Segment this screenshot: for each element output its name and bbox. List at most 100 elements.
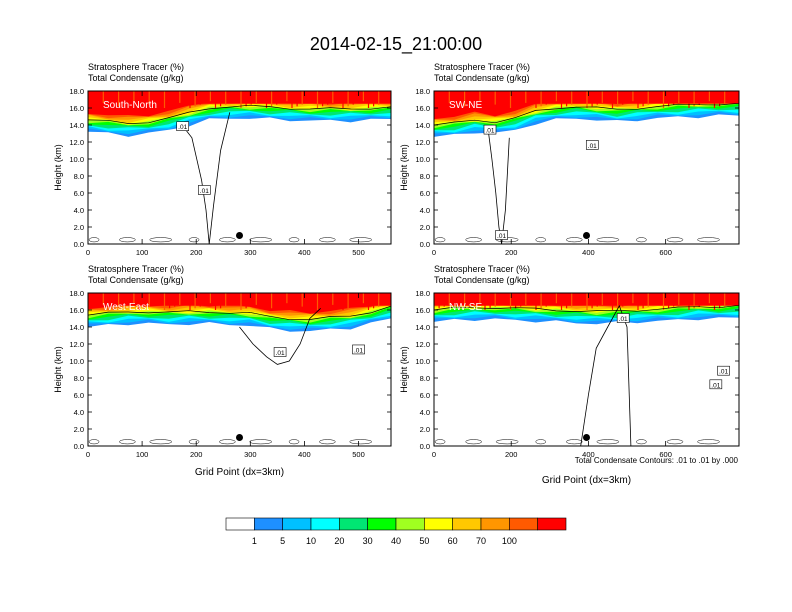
plot-area [88, 91, 391, 244]
tropopause-contour [434, 304, 739, 312]
low-contour [535, 237, 546, 243]
contour-label-box [352, 344, 365, 355]
contour-label: .01 [485, 128, 494, 135]
panel-name: SW-NE [449, 100, 482, 111]
plot-frame [433, 90, 740, 245]
colorbar-label: 50 [419, 536, 429, 546]
location-marker [583, 232, 590, 239]
colorbar-label: 30 [363, 536, 373, 546]
colorbar-swatch [367, 517, 397, 531]
colorbar-swatch [452, 517, 482, 531]
panel-south-north: Stratosphere Tracer (%)Total Condensate … [53, 62, 392, 257]
y-tick-label: 14.0 [69, 121, 84, 130]
x-tick-label: 400 [582, 248, 595, 257]
y-tick-label: 18.0 [69, 289, 84, 298]
x-axis-label: Grid Point (dx=3km) [542, 475, 631, 486]
colorbar-swatch [509, 517, 538, 531]
y-axis-label: Height (km) [53, 144, 63, 191]
y-tick-label: 2.0 [74, 223, 84, 232]
x-tick-label: 0 [432, 450, 436, 459]
low-contour [319, 439, 336, 445]
y-tick-label: 4.0 [420, 408, 430, 417]
low-contour [697, 237, 720, 243]
low-contour [188, 237, 200, 243]
plot-frame [87, 90, 392, 245]
x-tick-label: 100 [136, 450, 149, 459]
x-tick-label: 500 [352, 450, 365, 459]
panel-title-condensate: Total Condensate (g/kg) [88, 73, 184, 83]
contour-label: .01 [276, 350, 285, 357]
low-contour [666, 439, 684, 445]
condensate-contour [239, 308, 321, 365]
y-tick-label: 2.0 [74, 425, 84, 434]
contour-label-box [273, 347, 287, 357]
y-tick-label: 14.0 [415, 121, 430, 130]
y-tick-label: 10.0 [69, 357, 84, 366]
panel-title-tracer: Stratosphere Tracer (%) [434, 264, 530, 274]
x-tick-label: 200 [505, 450, 518, 459]
low-contour [249, 237, 272, 243]
panel-title-condensate: Total Condensate (g/kg) [434, 73, 530, 83]
y-tick-label: 6.0 [420, 391, 430, 400]
y-tick-label: 16.0 [415, 306, 430, 315]
panels: Stratosphere Tracer (%) Total Condensate … [53, 62, 740, 486]
location-marker [236, 434, 243, 441]
low-contour [349, 237, 372, 243]
panel-nw-se: Stratosphere Tracer (%)Total Condensate … [399, 264, 740, 486]
low-contour [149, 439, 172, 445]
contour-label-box [495, 230, 508, 240]
y-tick-label: 0.0 [420, 240, 430, 249]
plot-area [434, 91, 739, 244]
tropopause-contour [434, 102, 739, 126]
colorbar-swatch [537, 517, 567, 531]
contour-label-box [717, 365, 730, 376]
panel-title-tracer: Stratosphere Tracer (%) [88, 264, 184, 274]
y-tick-label: 18.0 [415, 87, 430, 96]
y-tick-label: 18.0 [415, 289, 430, 298]
x-tick-label: 0 [86, 248, 90, 257]
y-tick-label: 8.0 [74, 374, 84, 383]
contour-label-box [483, 124, 497, 135]
figure-title: 2014-02-15_21:00:00 [310, 34, 482, 55]
low-contour [249, 439, 272, 445]
low-contour [219, 237, 236, 243]
y-tick-label: 8.0 [74, 172, 84, 181]
contour-label: .01 [619, 316, 628, 323]
x-tick-label: 200 [505, 248, 518, 257]
y-tick-label: 2.0 [420, 425, 430, 434]
x-tick-label: 600 [659, 450, 672, 459]
low-contour [434, 237, 446, 243]
low-contour [119, 439, 136, 445]
x-tick-label: 300 [244, 248, 257, 257]
x-tick-label: 300 [244, 450, 257, 459]
y-tick-label: 18.0 [69, 87, 84, 96]
y-tick-label: 10.0 [415, 357, 430, 366]
contour-label: .01 [711, 382, 720, 389]
colorbar-label: 70 [476, 536, 486, 546]
y-tick-label: 14.0 [69, 323, 84, 332]
colorbar-swatch [225, 517, 255, 531]
low-contour [566, 439, 583, 445]
colorbar-swatch [310, 517, 340, 531]
y-tick-label: 10.0 [69, 155, 84, 164]
contour-label-box [709, 379, 723, 390]
tropopause-contour [88, 305, 391, 321]
y-tick-label: 16.0 [69, 104, 84, 113]
low-contour [288, 439, 300, 445]
colorbar-label: 5 [280, 536, 285, 546]
condensate-contour [580, 304, 632, 446]
low-contour [596, 439, 620, 445]
contour-label-box [198, 185, 211, 195]
low-contour [288, 237, 300, 243]
low-contour [88, 439, 100, 445]
contour-label: .01 [497, 233, 506, 240]
colorbar-swatch [395, 517, 425, 531]
contour-label: .01 [178, 124, 187, 131]
y-axis-label: Height (km) [399, 346, 409, 393]
plot-area [88, 293, 391, 445]
location-marker [583, 434, 590, 441]
colorbar-label: 100 [502, 536, 517, 546]
plot-frame [87, 292, 392, 447]
low-contour [88, 237, 100, 243]
low-contour [349, 439, 372, 445]
